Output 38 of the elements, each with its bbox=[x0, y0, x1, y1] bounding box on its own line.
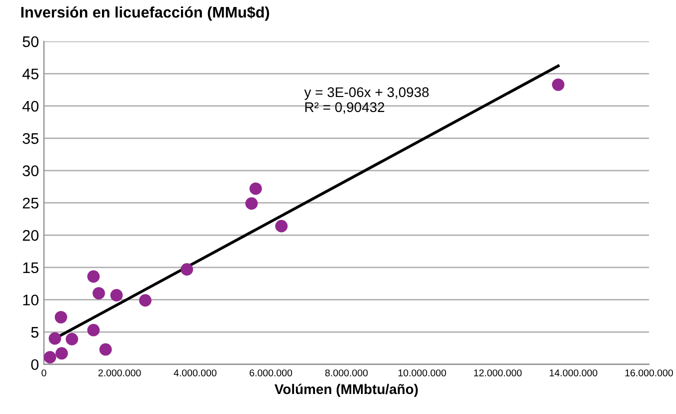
point bbox=[66, 332, 78, 346]
x-tick-label: 14.000.000 bbox=[550, 369, 598, 376]
y-tick-label: 30 bbox=[22, 165, 38, 176]
point bbox=[99, 343, 112, 356]
point bbox=[48, 332, 62, 345]
x-tick-label: 4.000.000 bbox=[174, 369, 216, 376]
point bbox=[56, 347, 68, 360]
point bbox=[87, 270, 100, 283]
point bbox=[44, 351, 56, 364]
y-tick-label: 15 bbox=[23, 262, 38, 274]
x-tick-label: 6.000.000 bbox=[250, 369, 292, 376]
x-tick-label: 0 bbox=[42, 369, 46, 376]
x-tick-label: 16.000.000 bbox=[625, 369, 673, 376]
point bbox=[139, 294, 152, 307]
chart-title: Inversión en licuefacción (MMu$d) bbox=[21, 6, 270, 21]
point bbox=[275, 220, 288, 232]
x-tick-label: 10.000.000 bbox=[398, 369, 446, 376]
point bbox=[180, 263, 194, 276]
point bbox=[110, 289, 123, 302]
point bbox=[54, 310, 68, 324]
annotation: y = 3E-06x + 3,0938 R² = 0,90432 bbox=[304, 87, 429, 114]
point bbox=[87, 324, 100, 336]
x-tick-label: 2.000.000 bbox=[98, 369, 141, 376]
y-tick-label: 25 bbox=[22, 198, 38, 209]
y-tick-label: 20 bbox=[22, 230, 38, 241]
x-tick-label: 8.000.000 bbox=[325, 369, 368, 376]
point bbox=[552, 78, 564, 91]
y-tick-label: 50 bbox=[22, 36, 38, 48]
point bbox=[92, 287, 105, 300]
y-tick-label: 35 bbox=[22, 133, 38, 144]
y-tick-label: 10 bbox=[23, 294, 38, 306]
y-tick-label: 5 bbox=[31, 327, 38, 338]
point bbox=[245, 197, 258, 210]
x-axis-title: Volúmen (MMbtu/año) bbox=[274, 384, 418, 397]
y-tick-label: 40 bbox=[22, 100, 38, 112]
x-tick-label: 12.000.000 bbox=[474, 369, 522, 376]
point bbox=[249, 182, 262, 195]
y-tick-label: 45 bbox=[22, 68, 38, 80]
